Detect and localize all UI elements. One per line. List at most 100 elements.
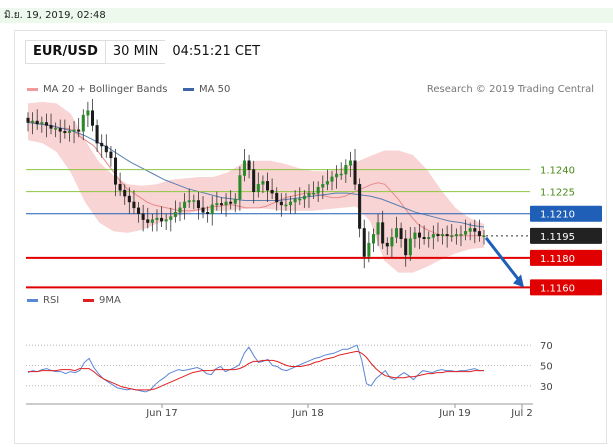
candle-body bbox=[90, 110, 95, 126]
candle bbox=[261, 175, 265, 194]
candle-body bbox=[477, 231, 481, 237]
candle-body bbox=[312, 192, 316, 195]
candle-body bbox=[242, 160, 247, 176]
candle bbox=[275, 187, 279, 211]
candle-body bbox=[256, 184, 260, 192]
candle-body bbox=[201, 207, 205, 213]
candle bbox=[473, 219, 477, 244]
timeframe-selector[interactable]: 30 MIN bbox=[104, 40, 166, 64]
ma20-line bbox=[27, 120, 484, 237]
currency-pair: EUR/USD bbox=[25, 40, 105, 64]
candle bbox=[335, 165, 339, 189]
candle bbox=[468, 222, 472, 241]
candle bbox=[118, 172, 122, 197]
candle bbox=[238, 166, 242, 211]
candle-body bbox=[219, 203, 223, 206]
candle bbox=[160, 206, 164, 227]
candle-body bbox=[95, 125, 99, 144]
candle-body bbox=[229, 201, 233, 204]
candle-body bbox=[35, 120, 39, 125]
level-label-1-1240: 1.1240 bbox=[540, 166, 575, 177]
candle-body bbox=[468, 228, 472, 232]
candle-body bbox=[381, 222, 385, 244]
candle bbox=[371, 228, 375, 253]
candle bbox=[464, 219, 468, 241]
candle-body bbox=[123, 189, 127, 197]
candle-body bbox=[146, 219, 150, 223]
ma20-swatch bbox=[27, 88, 38, 91]
level-label-1-1160: 1.1160 bbox=[540, 283, 575, 294]
candle bbox=[353, 148, 357, 191]
legend-ma20: MA 20 + Bollinger Bands bbox=[27, 84, 167, 95]
candle bbox=[312, 181, 316, 200]
candle bbox=[330, 171, 334, 191]
candle-body bbox=[187, 200, 191, 203]
level-label-1-1210: 1.1210 bbox=[540, 210, 575, 221]
candle bbox=[270, 178, 274, 200]
candle-body bbox=[183, 201, 187, 209]
candle bbox=[113, 148, 118, 197]
candle bbox=[454, 228, 458, 245]
candle-body bbox=[109, 151, 113, 159]
candle-body bbox=[81, 114, 85, 132]
candle bbox=[31, 112, 35, 135]
candle-body bbox=[335, 173, 339, 178]
server-clock: 04:51:21 CET bbox=[172, 44, 261, 59]
candle-body bbox=[54, 128, 58, 130]
candle-body bbox=[367, 242, 371, 257]
level-tag-1-1210 bbox=[530, 205, 602, 222]
candle-body bbox=[399, 228, 403, 240]
candle bbox=[210, 196, 214, 226]
candle-body bbox=[404, 238, 408, 256]
candle bbox=[206, 206, 210, 223]
candle-body bbox=[275, 192, 279, 203]
candle bbox=[284, 193, 288, 211]
chart-header: EUR/USD 30 MIN 04:51:21 CET bbox=[25, 40, 267, 64]
candle bbox=[54, 122, 58, 138]
candle-body bbox=[127, 195, 131, 203]
level-label-1-1180: 1.1180 bbox=[540, 254, 575, 265]
candle-body bbox=[417, 232, 422, 238]
candle-body bbox=[325, 181, 329, 185]
candle-body bbox=[77, 129, 81, 132]
legend-ma20-label: MA 20 + Bollinger Bands bbox=[43, 84, 168, 95]
candle-body bbox=[31, 120, 35, 123]
candle-body bbox=[178, 207, 182, 213]
candle bbox=[35, 109, 39, 130]
candle bbox=[408, 226, 412, 261]
x-tick-label: Jul 2 bbox=[510, 408, 533, 419]
candle bbox=[58, 119, 62, 144]
candle-body bbox=[358, 184, 362, 229]
candle-body bbox=[173, 212, 177, 217]
candle bbox=[219, 197, 223, 214]
candle-body bbox=[441, 234, 445, 237]
candle-body bbox=[155, 217, 159, 220]
candle-body bbox=[270, 189, 274, 194]
candle-body bbox=[321, 184, 325, 188]
candle bbox=[67, 125, 71, 142]
level-tag-1-1180 bbox=[530, 249, 602, 266]
rsi-swatch bbox=[27, 299, 38, 302]
candle bbox=[90, 98, 95, 132]
candle-body bbox=[238, 175, 242, 200]
level-label-1-1225: 1.1225 bbox=[540, 188, 575, 199]
candle bbox=[183, 193, 187, 220]
candle bbox=[325, 169, 329, 191]
candle bbox=[390, 228, 394, 258]
candle-body bbox=[302, 195, 306, 200]
candle-body bbox=[224, 201, 228, 206]
candle bbox=[413, 226, 417, 248]
candle bbox=[459, 225, 463, 247]
candle-body bbox=[371, 234, 375, 244]
legend-ma50: MA 50 bbox=[183, 84, 230, 95]
candle-body bbox=[390, 237, 394, 247]
candle bbox=[201, 196, 205, 219]
candle-body bbox=[137, 207, 141, 214]
candle bbox=[427, 231, 431, 248]
candle bbox=[376, 213, 380, 247]
candle bbox=[187, 188, 191, 208]
candle bbox=[450, 224, 454, 242]
candle-body bbox=[206, 212, 210, 214]
candle bbox=[302, 190, 306, 208]
